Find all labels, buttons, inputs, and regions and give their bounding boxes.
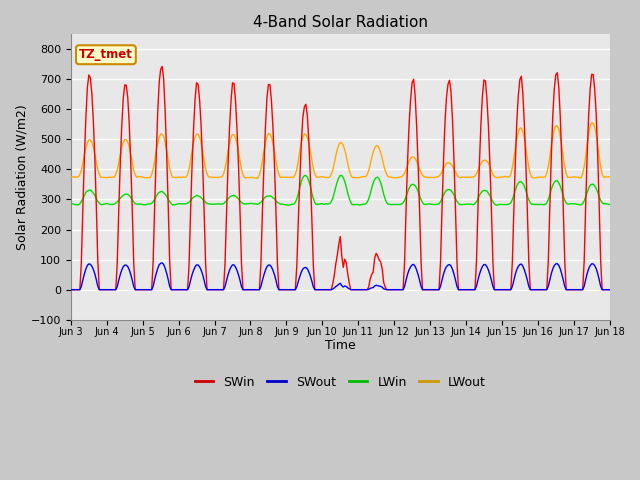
Title: 4-Band Solar Radiation: 4-Band Solar Radiation <box>253 15 428 30</box>
Y-axis label: Solar Radiation (W/m2): Solar Radiation (W/m2) <box>15 104 28 250</box>
Text: TZ_tmet: TZ_tmet <box>79 48 133 61</box>
Legend: SWin, SWout, LWin, LWout: SWin, SWout, LWin, LWout <box>189 371 491 394</box>
X-axis label: Time: Time <box>325 339 356 352</box>
